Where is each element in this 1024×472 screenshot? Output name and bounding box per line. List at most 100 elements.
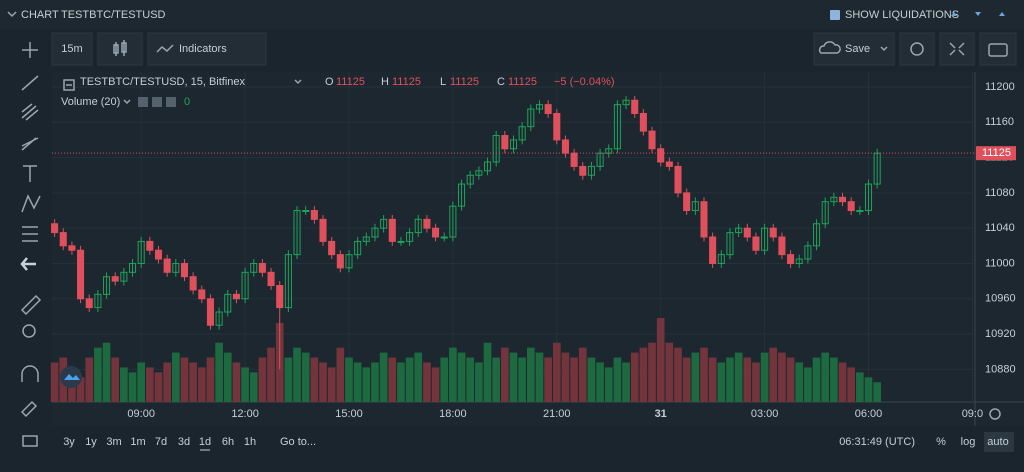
x-tick-label: 06:00 [855, 408, 883, 420]
ruler-tool[interactable] [20, 294, 42, 316]
chart-type-button[interactable] [97, 32, 143, 66]
y-tick-label: 10960 [985, 293, 1016, 305]
candle-body [232, 293, 240, 300]
range-button[interactable]: 1h [244, 436, 256, 448]
volume-eye[interactable] [138, 97, 148, 107]
cloud-icon [818, 41, 841, 54]
pattern-tool[interactable] [21, 194, 41, 213]
range-button[interactable]: 7d [155, 436, 167, 448]
candle-body [120, 271, 128, 282]
candle-body [224, 293, 232, 313]
legend-o-label: O [325, 76, 334, 88]
volume-bar [215, 342, 223, 402]
down-icon[interactable] [975, 12, 981, 16]
text-tool[interactable] [23, 165, 37, 182]
price-tag-label: 11125 [982, 147, 1011, 159]
volume-bar [475, 362, 483, 402]
save-button[interactable] [813, 32, 895, 66]
range-button[interactable]: 6h [222, 436, 234, 448]
volume-bar [743, 357, 752, 402]
fullscreen-button[interactable] [939, 32, 975, 66]
legend-o: 11125 [336, 76, 365, 88]
lock-draw-tool[interactable] [20, 400, 38, 418]
x-tick-label: 31 [655, 408, 667, 420]
volume-settings[interactable] [152, 97, 162, 107]
volume-bar [431, 367, 440, 402]
range-button[interactable]: 3m [106, 436, 121, 448]
candle-body [596, 152, 604, 167]
candle-body [821, 201, 829, 225]
back-tool[interactable] [20, 257, 36, 271]
volume-bar [492, 357, 501, 402]
volume-remove[interactable] [166, 97, 176, 107]
collapse-icon[interactable] [7, 11, 17, 18]
candle-body [570, 152, 578, 167]
save-menu-icon[interactable] [880, 46, 888, 52]
candle-body [561, 139, 569, 154]
legend-l-label: L [440, 76, 446, 88]
volume-bar [570, 357, 578, 402]
logo-shape [64, 374, 80, 380]
checkbox[interactable] [830, 10, 840, 20]
volume-bar [146, 367, 154, 402]
scale-button[interactable]: % [936, 436, 946, 448]
interval-button[interactable] [51, 32, 93, 66]
candle-body [856, 210, 864, 213]
candle-body [804, 245, 812, 260]
line-tool[interactable] [21, 75, 39, 91]
x-tick-label: 03:00 [751, 408, 779, 420]
candle-body [362, 236, 370, 242]
volume-bar [639, 347, 648, 402]
candle-body [206, 298, 214, 326]
indicators-button[interactable] [147, 32, 267, 66]
volume-bar [223, 352, 232, 402]
candle-body [380, 218, 388, 229]
volume-bar [726, 357, 734, 402]
screenshot-button[interactable] [979, 32, 1017, 66]
magnet-tool[interactable] [21, 365, 39, 382]
candle-body [284, 254, 292, 309]
close-icon[interactable] [999, 12, 1005, 16]
brush-tool[interactable] [21, 137, 39, 151]
candle-body [553, 112, 561, 141]
candle-body [492, 135, 500, 163]
pitchfork-tool[interactable] [21, 103, 39, 121]
gear-icon [910, 42, 924, 56]
volume-bar [111, 357, 120, 402]
volume-bar [778, 352, 786, 402]
volume-bar [682, 357, 691, 402]
range-button[interactable]: 1y [85, 436, 97, 448]
legend-toggle[interactable] [63, 79, 75, 91]
up-icon[interactable] [951, 12, 957, 16]
volume-bar [812, 357, 821, 402]
scale-button[interactable]: log [961, 436, 976, 448]
candle-body [605, 148, 613, 154]
fib-tool[interactable] [22, 226, 38, 242]
axis-settings[interactable] [989, 408, 1001, 420]
lock-tool[interactable] [22, 435, 38, 447]
liquidations-label: SHOW LIQUIDATIONS [845, 9, 959, 21]
scale-button[interactable]: auto [987, 436, 1008, 448]
volume-bar [821, 352, 830, 402]
volume-menu[interactable] [123, 99, 131, 105]
candle-body [449, 205, 457, 238]
candle-body [94, 293, 102, 309]
candle-body [458, 183, 466, 207]
candle-body [639, 112, 647, 132]
goto-button[interactable]: Go to... [280, 436, 316, 448]
range-button[interactable]: 3y [63, 436, 75, 448]
y-tick-label: 11000 [985, 257, 1015, 269]
range-button[interactable]: 3d [178, 436, 190, 448]
range-button[interactable]: 1m [130, 436, 145, 448]
candle-body [77, 249, 85, 300]
volume-bar [371, 362, 379, 402]
range-button[interactable]: 1d [199, 436, 211, 448]
volume-bar [613, 357, 622, 402]
volume-bar [752, 362, 760, 402]
zoom-tool[interactable] [22, 324, 36, 338]
legend-menu[interactable] [294, 79, 302, 85]
crosshair-tool[interactable] [22, 42, 38, 58]
volume-bar [94, 347, 102, 402]
candle-body [310, 210, 318, 220]
settings-button[interactable] [899, 32, 935, 66]
